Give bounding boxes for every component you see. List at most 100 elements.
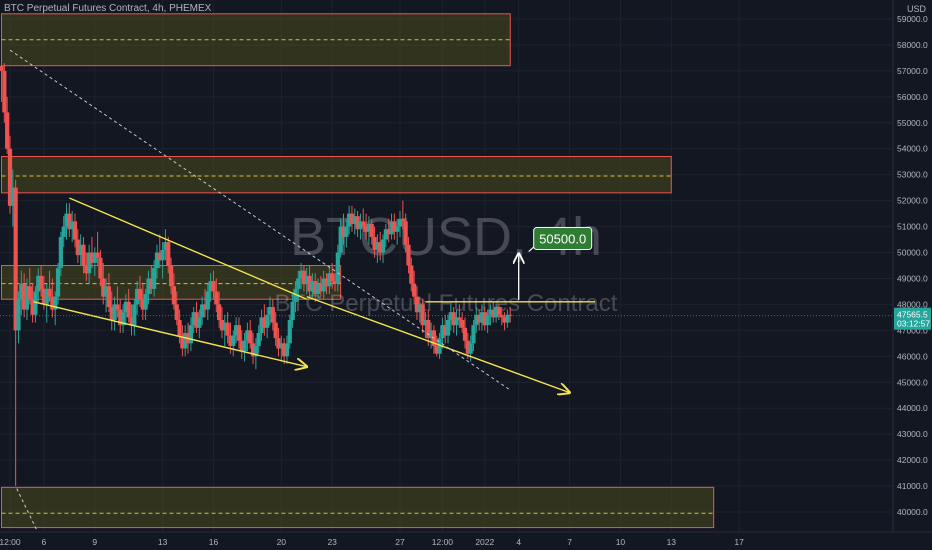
candle-body (284, 343, 290, 357)
candle-body (36, 275, 41, 292)
candle-body (262, 317, 267, 328)
symbol-title[interactable]: BTC Perpetual Futures Contract (4, 3, 147, 14)
last-price-countdown: 03:12:57 (897, 319, 930, 329)
candle-body (140, 299, 145, 310)
candle-body (13, 187, 18, 331)
x-tick-label: 12:00 (432, 537, 454, 547)
candle-body (273, 322, 278, 339)
candle-body (154, 252, 160, 269)
candle-body (426, 319, 431, 339)
candle-body (98, 257, 103, 279)
candle-body (488, 309, 493, 315)
candle-body (143, 294, 148, 310)
y-tick-label: 50000.0 (897, 248, 928, 258)
x-tick-label: 17 (734, 537, 744, 547)
candle-body (287, 319, 292, 344)
x-tick-label: 12:00 (0, 537, 21, 547)
candle-body (10, 187, 15, 206)
y-tick-label: 55000.0 (897, 118, 928, 128)
candle-body (163, 242, 168, 250)
candle-body (505, 314, 510, 323)
candle-body (132, 304, 137, 326)
candle-body (19, 283, 24, 300)
candle-body (202, 304, 208, 310)
candle-body (389, 221, 394, 235)
candle-body (392, 221, 397, 232)
candle-body (16, 299, 21, 331)
y-tick-label: 57000.0 (897, 66, 928, 76)
y-tick-label: 43000.0 (897, 429, 928, 439)
y-tick-label: 58000.0 (897, 40, 928, 50)
y-tick-label: 48000.0 (897, 299, 928, 309)
candle-body (321, 278, 326, 292)
candle-body (341, 226, 346, 237)
candle-body (327, 273, 332, 287)
candle-body (499, 314, 504, 318)
candle-body (366, 223, 372, 232)
candle-body (338, 226, 343, 253)
sep-1: , (146, 3, 153, 14)
candle-body (276, 338, 281, 349)
candle-body (222, 322, 227, 331)
candle-body (200, 304, 205, 318)
currency-label[interactable]: USD (906, 4, 926, 14)
candle-body (502, 317, 507, 323)
candle-body (468, 343, 473, 354)
candle-body (157, 252, 162, 261)
candle-body (166, 242, 171, 266)
y-tick-label: 46000.0 (897, 351, 928, 361)
candle-body (253, 345, 258, 357)
interval-label[interactable]: 4h (152, 3, 164, 14)
candle-body (417, 304, 422, 313)
zone-box (1, 486, 715, 529)
price-axis-bg (893, 0, 932, 550)
candle-body (81, 244, 86, 266)
candle-body (171, 286, 177, 305)
candle-body (307, 275, 312, 292)
candle-body (372, 236, 377, 250)
candle-body (465, 340, 470, 354)
trendline (69, 197, 308, 300)
price-axis[interactable]: 40000.0 41000.0 42000.0 43000.0 44000.0 45000… (892, 0, 932, 550)
candle-body (349, 213, 355, 224)
time-axis[interactable]: 12:00 6 9 13 16 20 23 27 12:00 2022 4 7 10 13 17 (0, 531, 932, 550)
candle-body (233, 325, 239, 336)
candle-body (363, 226, 369, 232)
candle-body (397, 218, 403, 227)
y-tick-label: 59000.0 (897, 14, 928, 24)
candle-body (160, 249, 165, 261)
candle-body (369, 223, 374, 237)
candle-body (95, 252, 100, 258)
candle-body (361, 221, 366, 227)
candle-body (24, 286, 30, 310)
candle-body (225, 322, 230, 336)
candles (0, 44, 513, 487)
candle-body (188, 325, 193, 344)
candle-body (191, 312, 196, 326)
candle-body (152, 268, 157, 289)
candle-body (304, 275, 309, 284)
x-tick-label: 9 (92, 537, 97, 547)
candle-body (123, 301, 128, 313)
candle-body (313, 281, 318, 295)
candle-body (58, 236, 63, 269)
candle-body (445, 319, 451, 336)
candle-body (482, 312, 487, 326)
candle-body (92, 252, 97, 263)
candle-body (279, 343, 284, 349)
candle-body (423, 319, 428, 326)
candle-body (347, 213, 352, 227)
x-tick-label: 6 (42, 537, 47, 547)
candle-body (352, 216, 357, 224)
candle-body (256, 332, 261, 346)
candle-body (315, 283, 321, 295)
candle-body (383, 229, 388, 240)
last-price-value: 47565.5 (897, 310, 928, 320)
candle-body (84, 265, 89, 274)
candle-body (318, 283, 323, 292)
candle-body (47, 288, 52, 297)
candle-body (208, 281, 213, 292)
candle-body (135, 288, 140, 305)
candle-body (496, 307, 502, 315)
